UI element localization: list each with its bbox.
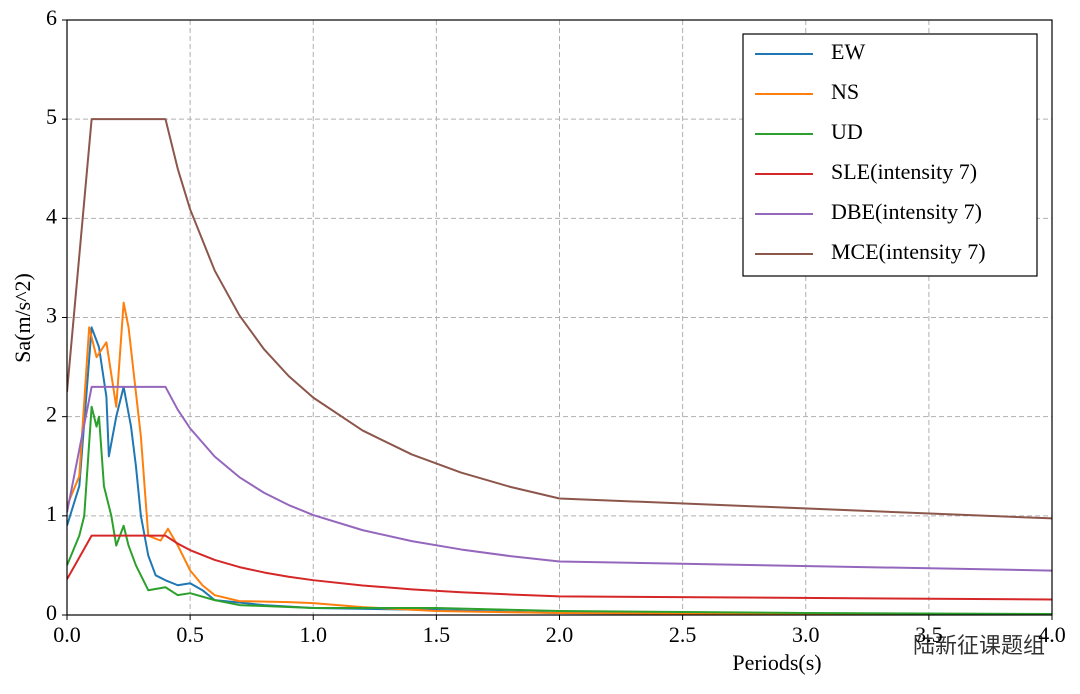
x-tick-label: 3.0 <box>792 622 820 647</box>
legend-label: UD <box>831 119 863 144</box>
y-tick-label: 6 <box>46 5 57 30</box>
x-tick-label: 0.0 <box>53 622 81 647</box>
legend-label: DBE(intensity 7) <box>831 199 982 224</box>
x-tick-label: 0.5 <box>176 622 204 647</box>
data-line <box>67 385 1052 572</box>
plot-frame <box>66 19 1053 616</box>
x-tick-label: 2.5 <box>669 622 697 647</box>
y-tick-label: 4 <box>46 203 57 228</box>
legend-label: MCE(intensity 7) <box>831 239 986 264</box>
y-axis-label: Sa(m/s^2) <box>10 273 35 363</box>
x-tick-label: 1.5 <box>423 622 451 647</box>
data-line <box>67 118 1052 520</box>
legend-label: NS <box>831 79 859 104</box>
legend-label: SLE(intensity 7) <box>831 159 977 184</box>
plot-lines <box>67 118 1052 615</box>
x-tick-label: 4.0 <box>1038 622 1066 647</box>
data-line <box>67 534 1052 601</box>
y-tick-label: 2 <box>46 402 57 427</box>
y-tick-label: 5 <box>46 104 57 129</box>
x-tick-label: 3.5 <box>915 622 943 647</box>
legend-box <box>742 33 1038 277</box>
legend-label: EW <box>831 39 865 64</box>
y-tick-label: 0 <box>46 600 57 625</box>
x-tick-label: 1.0 <box>300 622 328 647</box>
data-line <box>67 405 1052 615</box>
x-tick-label: 2.0 <box>546 622 574 647</box>
y-tick-label: 3 <box>46 303 57 328</box>
y-tick-label: 1 <box>46 501 57 526</box>
watermark: 陆新征课题组 <box>913 633 1045 658</box>
x-axis-label: Periods(s) <box>732 650 821 675</box>
